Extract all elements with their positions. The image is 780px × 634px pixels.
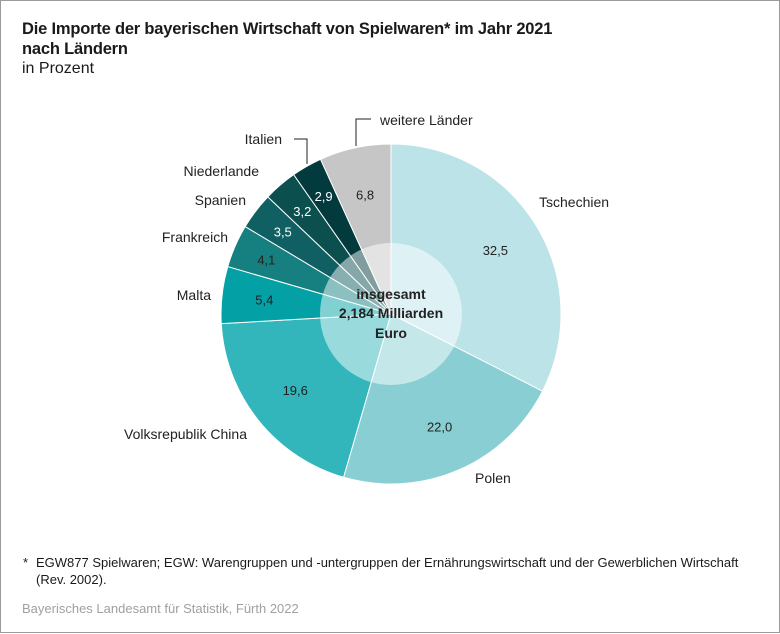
value-label: 6,8	[356, 187, 374, 202]
value-label: 19,6	[283, 383, 308, 398]
category-label: weitere Länder	[379, 112, 473, 128]
footnote-text: EGW877 Spielwaren; EGW: Warengruppen und…	[36, 555, 739, 587]
category-label: Malta	[177, 287, 211, 303]
footnote: * EGW877 Spielwaren; EGW: Warengruppen u…	[23, 554, 745, 588]
category-label: Italien	[245, 131, 282, 147]
center-label-line2: 2,184 Milliarden	[339, 305, 443, 321]
chart-title-line2: nach Ländern	[22, 40, 128, 58]
value-label: 32,5	[483, 243, 508, 258]
category-label: Tschechien	[539, 194, 609, 210]
category-label: Frankreich	[162, 229, 228, 245]
category-label: Polen	[475, 470, 511, 486]
leader-line-italien	[294, 138, 308, 164]
center-label: insgesamt 2,184 Milliarden Euro	[339, 286, 443, 341]
source-note: Bayerisches Landesamt für Statistik, Für…	[22, 601, 299, 616]
value-label: 5,4	[255, 293, 273, 308]
value-labels: 32,5 22,0 19,6 5,4 4,1 3,53,2 2,9 6,8	[255, 187, 508, 434]
value-label: 3,2	[293, 204, 311, 219]
category-labels: Tschechien Polen Volksrepublik China Malta F…	[124, 112, 609, 486]
chart-title: Die Importe der bayerischen Wirtschaft v…	[22, 19, 552, 59]
chart-subtitle: in Prozent	[22, 60, 95, 77]
value-label: 4,1	[257, 253, 275, 268]
category-label: Niederlande	[184, 163, 260, 179]
center-overlay	[320, 243, 462, 385]
leader-line-weitere-laender	[355, 118, 371, 146]
value-label: 2,9	[315, 189, 333, 204]
center-label-line1: insgesamt	[356, 286, 426, 302]
category-label: Volksrepublik China	[124, 426, 247, 442]
value-label: 22,0	[427, 419, 452, 434]
chart-title-line1: Die Importe der bayerischen Wirtschaft v…	[22, 20, 553, 38]
category-label: Spanien	[195, 192, 246, 208]
center-label-line3: Euro	[375, 325, 407, 341]
footnote-marker: *	[23, 555, 29, 570]
leader-lines	[294, 118, 371, 164]
value-label: 3,5	[274, 225, 292, 240]
